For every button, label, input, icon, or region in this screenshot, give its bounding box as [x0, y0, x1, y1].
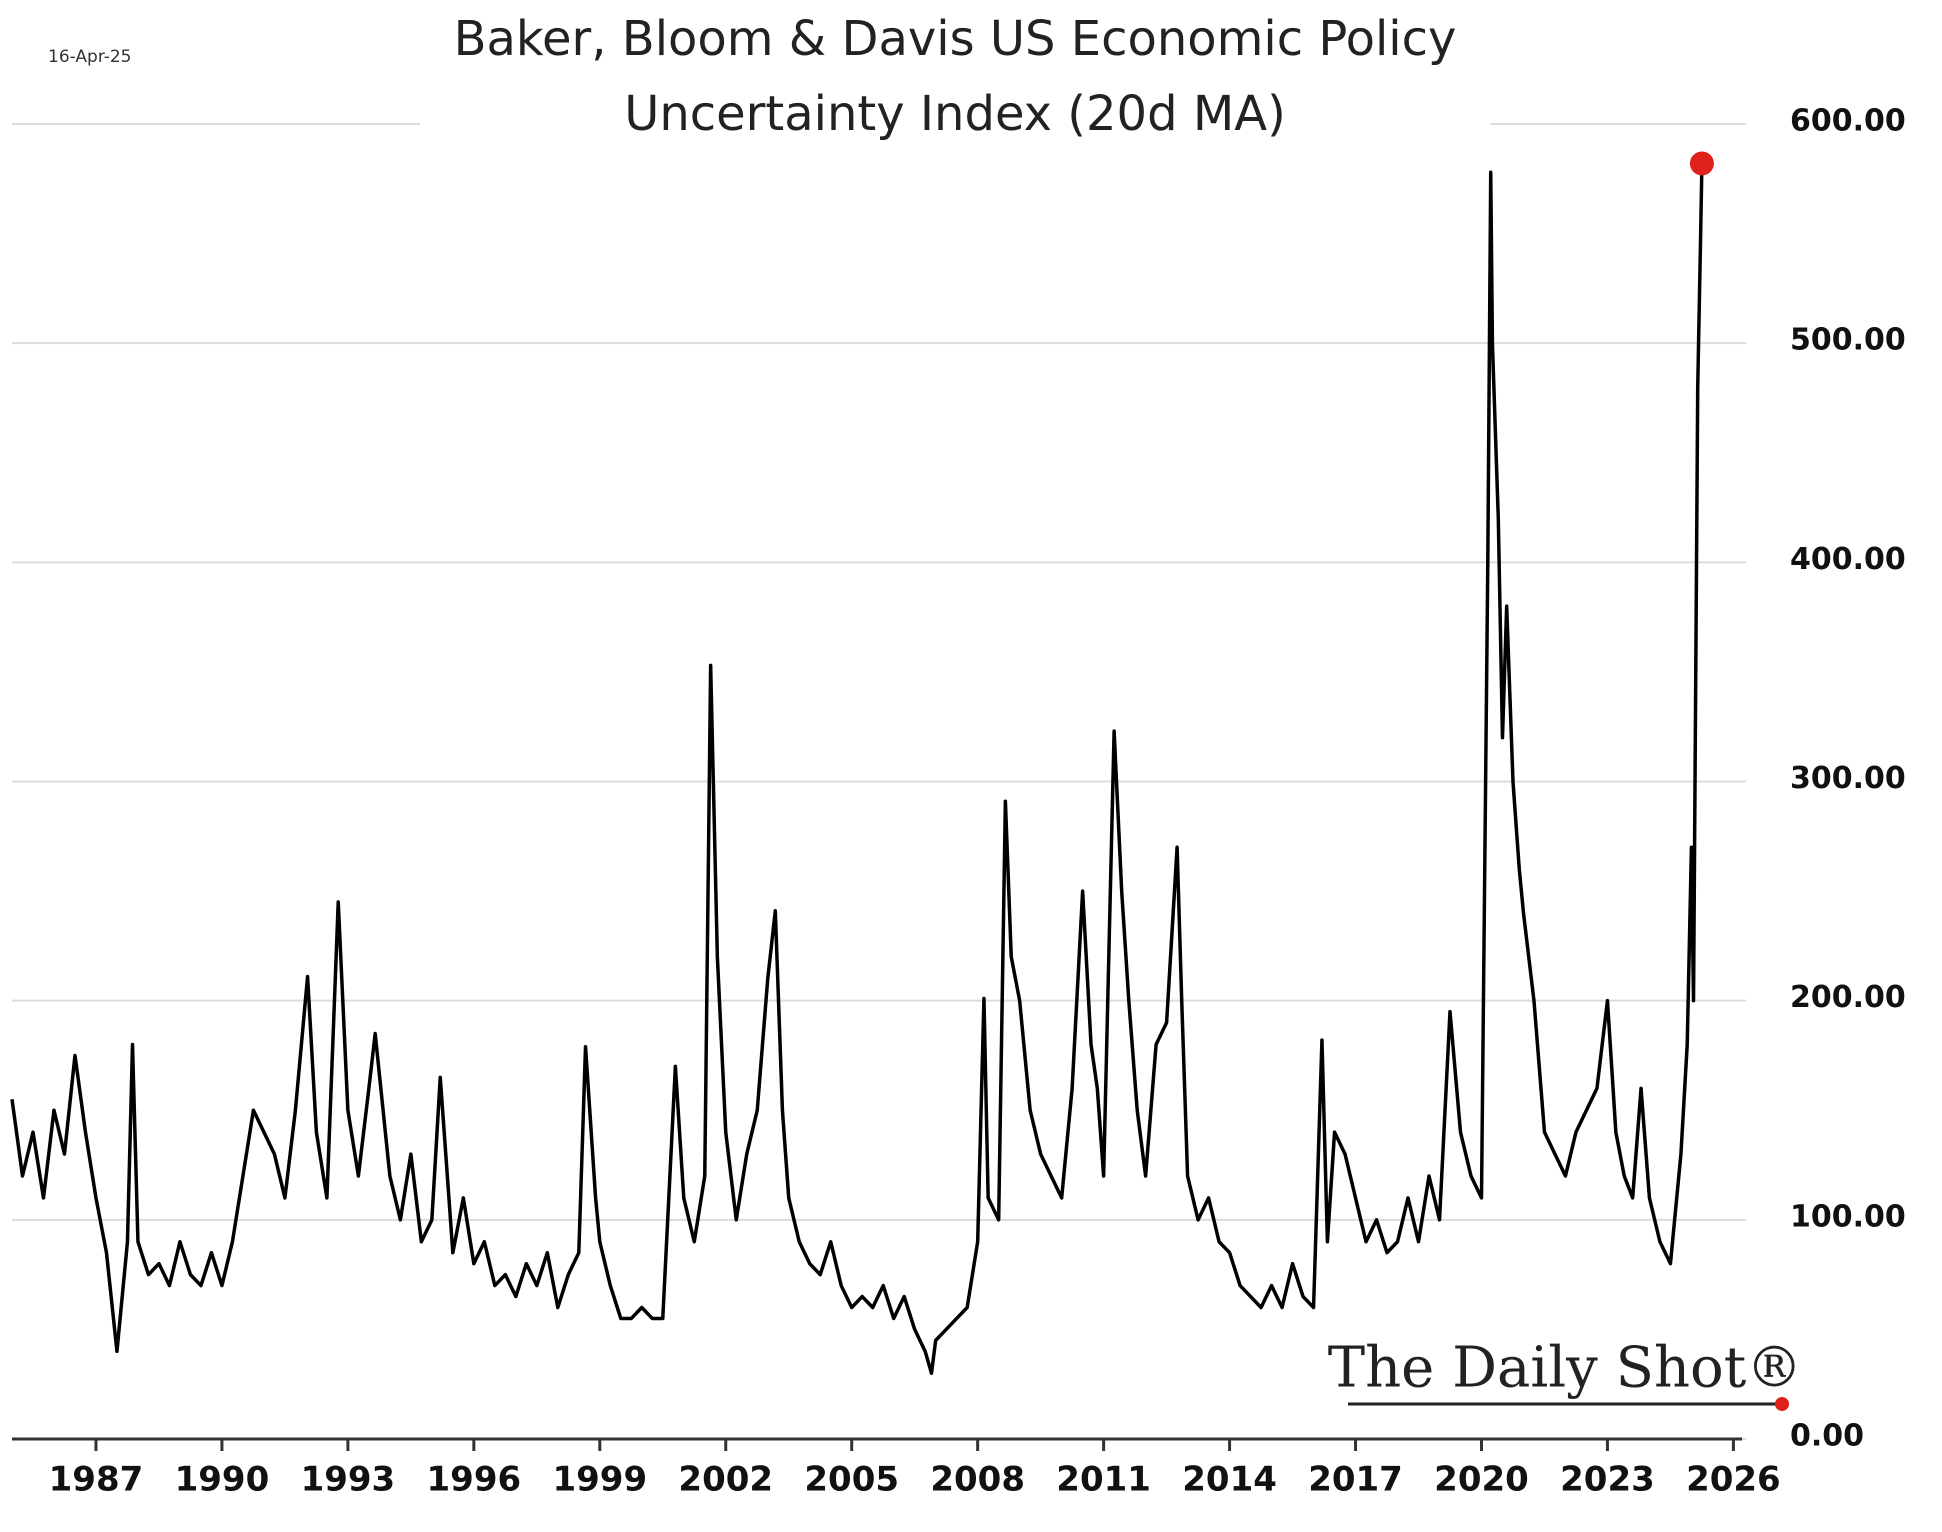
x-tick-label: 2002: [678, 1460, 773, 1500]
x-tick-label: 1987: [49, 1460, 144, 1500]
last-point: [1689, 151, 1714, 176]
y-tick-label: 300.00: [1790, 761, 1906, 796]
y-tick-label: 600.00: [1790, 104, 1906, 139]
x-tick-label: 2008: [930, 1460, 1025, 1500]
date-label: 16-Apr-25: [48, 47, 131, 67]
chart-title: Baker, Bloom & Davis US Economic Policy: [454, 11, 1457, 67]
x-tick-label: 2011: [1056, 1460, 1151, 1500]
y-tick-label: 500.00: [1790, 323, 1906, 358]
x-tick-label: 2020: [1434, 1460, 1529, 1500]
brand-dot: [1775, 1397, 1789, 1411]
y-tick-label: 0.00: [1790, 1419, 1864, 1454]
x-tick-label: 2023: [1560, 1460, 1655, 1500]
y-tick-label: 100.00: [1790, 1199, 1906, 1234]
x-tick-label: 1996: [427, 1460, 522, 1500]
series-line: [10, 163, 1704, 1375]
x-tick-label: 2014: [1182, 1460, 1277, 1500]
source-brand: The Daily Shot®: [1328, 1336, 1803, 1401]
x-tick-label: 2005: [804, 1460, 899, 1500]
x-tick-label: 1993: [301, 1460, 396, 1500]
x-tick-label: 2017: [1308, 1460, 1403, 1500]
title-backdrop: [420, 10, 1490, 160]
chart-title: Uncertainty Index (20d MA): [624, 86, 1286, 142]
x-tick-label: 2026: [1686, 1460, 1781, 1500]
y-tick-label: 400.00: [1790, 542, 1906, 577]
y-tick-label: 200.00: [1790, 980, 1906, 1015]
x-tick-label: 1999: [552, 1460, 647, 1500]
x-tick-label: 1990: [175, 1460, 270, 1500]
